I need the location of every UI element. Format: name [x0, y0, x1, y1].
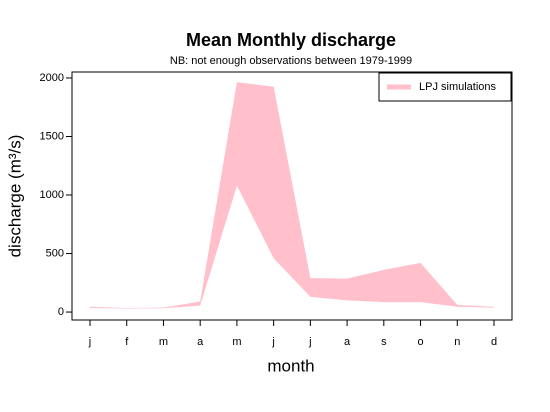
x-tick-label: f	[125, 336, 129, 348]
y-tick-label: 2000	[40, 72, 64, 84]
band-area	[90, 82, 494, 309]
y-tick-label: 1500	[40, 130, 64, 142]
y-tick-label: 0	[58, 306, 64, 318]
chart-subtitle: NB: not enough observations between 1979…	[170, 55, 412, 67]
plot-frame	[71, 71, 513, 321]
y-tick-label: 500	[46, 247, 64, 259]
x-tick-label: d	[491, 336, 497, 348]
x-tick-label: j	[271, 336, 274, 348]
x-axis-title: month	[267, 356, 314, 375]
chart-title: Mean Monthly discharge	[186, 30, 396, 50]
x-tick-label: s	[381, 336, 387, 348]
x-tick-label: j	[308, 336, 311, 348]
y-axis-title: discharge (m³/s)	[5, 135, 24, 258]
x-tick-label: j	[88, 336, 91, 348]
x-tick-label: a	[197, 336, 204, 348]
x-tick-label: m	[159, 336, 168, 348]
y-tick-label: 1000	[40, 189, 64, 201]
x-tick-label: o	[417, 336, 423, 348]
x-tick-label: m	[232, 336, 241, 348]
legend-label: LPJ simulations	[419, 81, 497, 93]
x-tick-label: n	[454, 336, 460, 348]
x-tick-label: a	[344, 336, 351, 348]
